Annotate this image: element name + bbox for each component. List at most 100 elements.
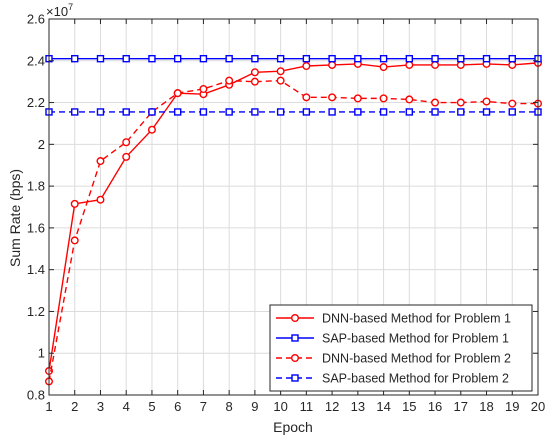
data-point [482,54,491,63]
data-point [379,94,388,103]
x-tick-label: 2 [71,399,78,414]
data-point [173,108,182,116]
data-point [276,108,285,116]
x-axis-label: Epoch [273,419,313,435]
data-point [251,108,259,116]
legend-label: DNN-based Method for Problem 1 [322,312,511,326]
data-point [96,108,105,116]
legend-marker [291,314,300,323]
x-tick-label: 1 [45,399,52,414]
data-point [148,108,156,116]
series-layer [45,54,543,386]
y-tick-label: 2.2 [27,95,45,110]
data-point [276,54,285,63]
y-axis-label: Sum Rate (bps) [7,169,23,267]
data-point [405,60,414,69]
x-tick-label: 20 [531,399,545,414]
y-tick-label: 2.6 [27,12,45,27]
x-tick-label: 4 [123,399,130,414]
data-point [122,138,131,147]
data-point [199,84,208,93]
data-point [276,76,285,85]
legend-marker [291,334,299,342]
x-tick-label: 11 [300,399,314,414]
data-point [225,76,234,85]
data-point [96,195,105,204]
data-point [250,77,259,86]
data-point [431,108,439,116]
data-point [225,108,233,116]
data-point [302,108,311,116]
data-point [328,108,336,116]
data-point [431,54,439,63]
data-point [354,54,362,63]
y-axis-ticks: 0.8 1 1.2 1.4 1.6 1.8 2 2.2 2.4 2.6 [27,12,538,403]
y-tick-label: 1.4 [27,262,45,277]
data-point [379,54,388,63]
data-point [405,54,414,63]
data-point [508,54,516,63]
data-point [71,108,79,116]
legend-item: SAP-based Method for Problem 2 [276,372,509,386]
data-point [122,108,130,116]
data-point [96,157,105,166]
x-tick-label: 12 [325,399,339,414]
data-point [353,94,362,103]
x-tick-label: 17 [454,399,468,414]
data-point [431,98,440,107]
data-point [122,152,131,161]
legend-item: DNN-based Method for Problem 2 [276,352,511,366]
y-tick-label: 1.2 [27,304,45,319]
data-point [354,108,362,116]
data-point [148,54,156,63]
legend-item: DNN-based Method for Problem 1 [276,312,511,326]
data-point [302,93,311,102]
data-point [122,54,130,63]
data-point [70,199,79,208]
x-tick-label: 15 [402,399,416,414]
data-point [199,108,208,116]
x-tick-label: 9 [251,399,258,414]
data-point [173,89,182,98]
data-point [96,54,105,63]
data-point [328,54,336,63]
data-point [482,97,491,106]
data-point [456,60,465,69]
x-tick-label: 6 [174,399,181,414]
x-tick-label: 3 [97,399,104,414]
x-tick-label: 10 [273,399,287,414]
x-tick-label: 13 [351,399,365,414]
data-point [250,68,259,77]
data-point [302,62,311,71]
y-axis-exponent: ×107 [46,2,73,19]
x-tick-label: 19 [505,399,519,414]
data-point [508,99,517,108]
series-line [48,79,538,382]
plot-frame [48,18,539,396]
data-point [482,108,491,116]
legend: DNN-based Method for Problem 1 SAP-based … [269,304,533,392]
y-tick-label: 1 [38,346,45,361]
data-point [431,60,440,69]
legend-item: SAP-based Method for Problem 1 [276,332,509,346]
data-point [276,67,285,76]
data-point [328,60,337,69]
data-point [147,125,156,134]
data-point [70,236,79,245]
y-tick-label: 1.8 [27,179,45,194]
legend-label: SAP-based Method for Problem 1 [322,332,509,346]
data-point [405,108,414,116]
data-point [508,60,517,69]
data-point [71,54,79,63]
x-tick-label: 18 [479,399,493,414]
data-point [457,54,465,63]
y-tick-label: 0.8 [27,388,45,403]
x-tick-label: 5 [148,399,155,414]
x-tick-label: 8 [226,399,233,414]
x-tick-label: 7 [200,399,207,414]
y-tick-label: 1.6 [27,220,45,235]
series-4 [45,108,542,116]
legend-box [269,304,533,392]
legend-marker [291,374,299,382]
